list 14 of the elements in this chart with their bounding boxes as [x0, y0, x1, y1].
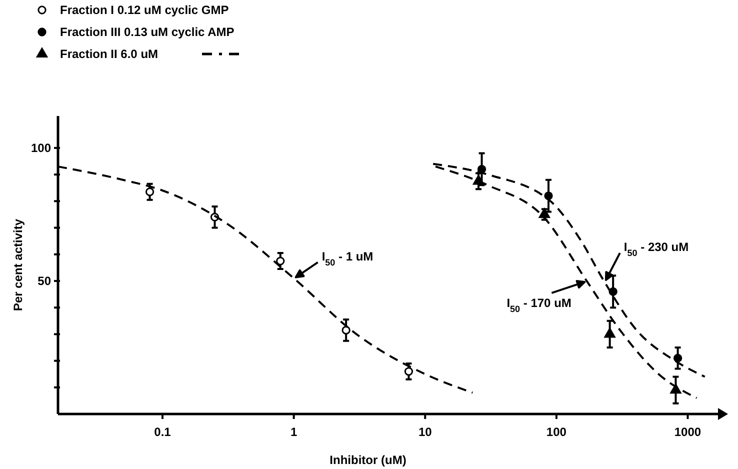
annotation: I$_{50}$ - 170 uM — [506, 296, 572, 314]
legend-label: Fraction I 0.12 uM cyclic GMP — [60, 3, 229, 17]
x-tick-label: 100 — [546, 425, 567, 439]
annotation: I$_{50}$ - 1 uM — [322, 249, 374, 268]
x-tick-label: 0.1 — [154, 425, 172, 439]
y-axis-title: Per cent activity — [11, 218, 25, 312]
x-axis-title: Inhibitor (uM) — [330, 453, 406, 467]
x-tick-label: 10 — [418, 425, 432, 439]
y-tick-label: 50 — [38, 274, 52, 288]
legend-label: Fraction II 6.0 uM — [60, 47, 158, 61]
x-tick-label: 1000 — [674, 425, 702, 439]
legend-label: Fraction III 0.13 uM cyclic AMP — [60, 25, 234, 39]
annotation: I$_{50}$ - 230 uM — [624, 240, 689, 258]
x-tick-label: 1 — [290, 425, 298, 439]
